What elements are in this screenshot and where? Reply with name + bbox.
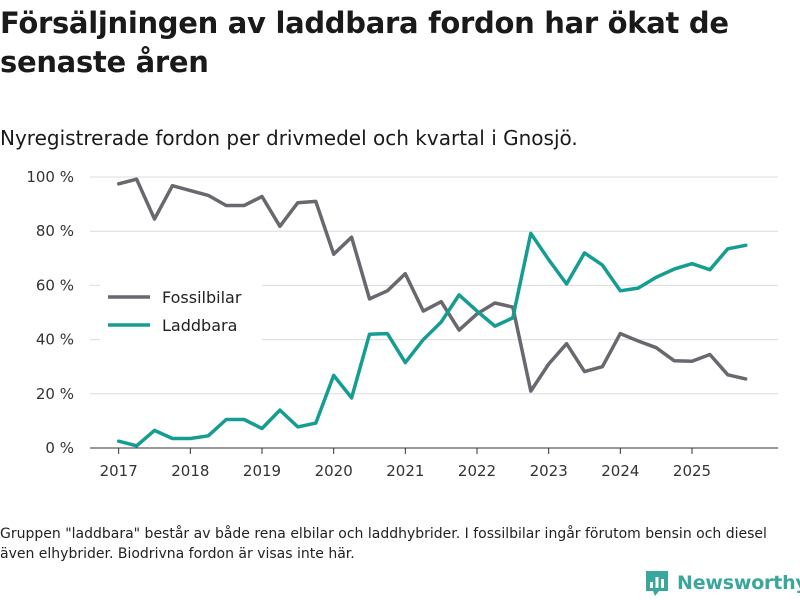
chart-subtitle: Nyregistrerade fordon per drivmedel och … <box>0 126 578 150</box>
x-tick-label: 2017 <box>100 462 138 480</box>
brand-name: Newsworthy <box>677 572 800 594</box>
y-tick-label: 20 % <box>36 385 74 403</box>
x-tick-label: 2022 <box>458 462 496 480</box>
series-lines <box>116 177 748 448</box>
y-tick-label: 0 % <box>45 439 74 457</box>
legend: Fossilbilar Laddbara <box>100 281 262 343</box>
x-tick-label: 2024 <box>601 462 639 480</box>
y-tick-label: 60 % <box>36 276 74 294</box>
footnote: Gruppen "laddbara" består av både rena e… <box>0 526 767 562</box>
x-tick-label: 2019 <box>243 462 281 480</box>
legend-label-laddbara: Laddbara <box>162 316 237 335</box>
y-tick-label: 100 % <box>26 168 74 186</box>
y-tick-label: 40 % <box>36 331 74 349</box>
series-line-laddbara <box>116 231 748 448</box>
y-tick-label: 80 % <box>36 222 74 240</box>
newsworthy-logo-icon <box>646 571 668 596</box>
x-tick-label: 2018 <box>171 462 209 480</box>
chart-title: Försäljningen av laddbara fordon har öka… <box>0 6 729 79</box>
brand-logo[interactable]: Newsworthy <box>644 568 800 598</box>
axes: 0 % 20 % 40 % 60 % 80 % 100 % 2017 2018 2019 2020… <box>26 168 778 480</box>
x-tick-label: 2023 <box>530 462 568 480</box>
series-line-fossilbilar <box>116 177 748 393</box>
line-chart: 0 % 20 % 40 % 60 % 80 % 100 % 2017 2018 2019 2020… <box>26 168 778 480</box>
x-tick-label: 2021 <box>386 462 424 480</box>
x-tick-label: 2025 <box>673 462 711 480</box>
x-tick-label: 2020 <box>315 462 353 480</box>
legend-label-fossilbilar: Fossilbilar <box>162 288 242 307</box>
legend-background <box>100 281 262 343</box>
